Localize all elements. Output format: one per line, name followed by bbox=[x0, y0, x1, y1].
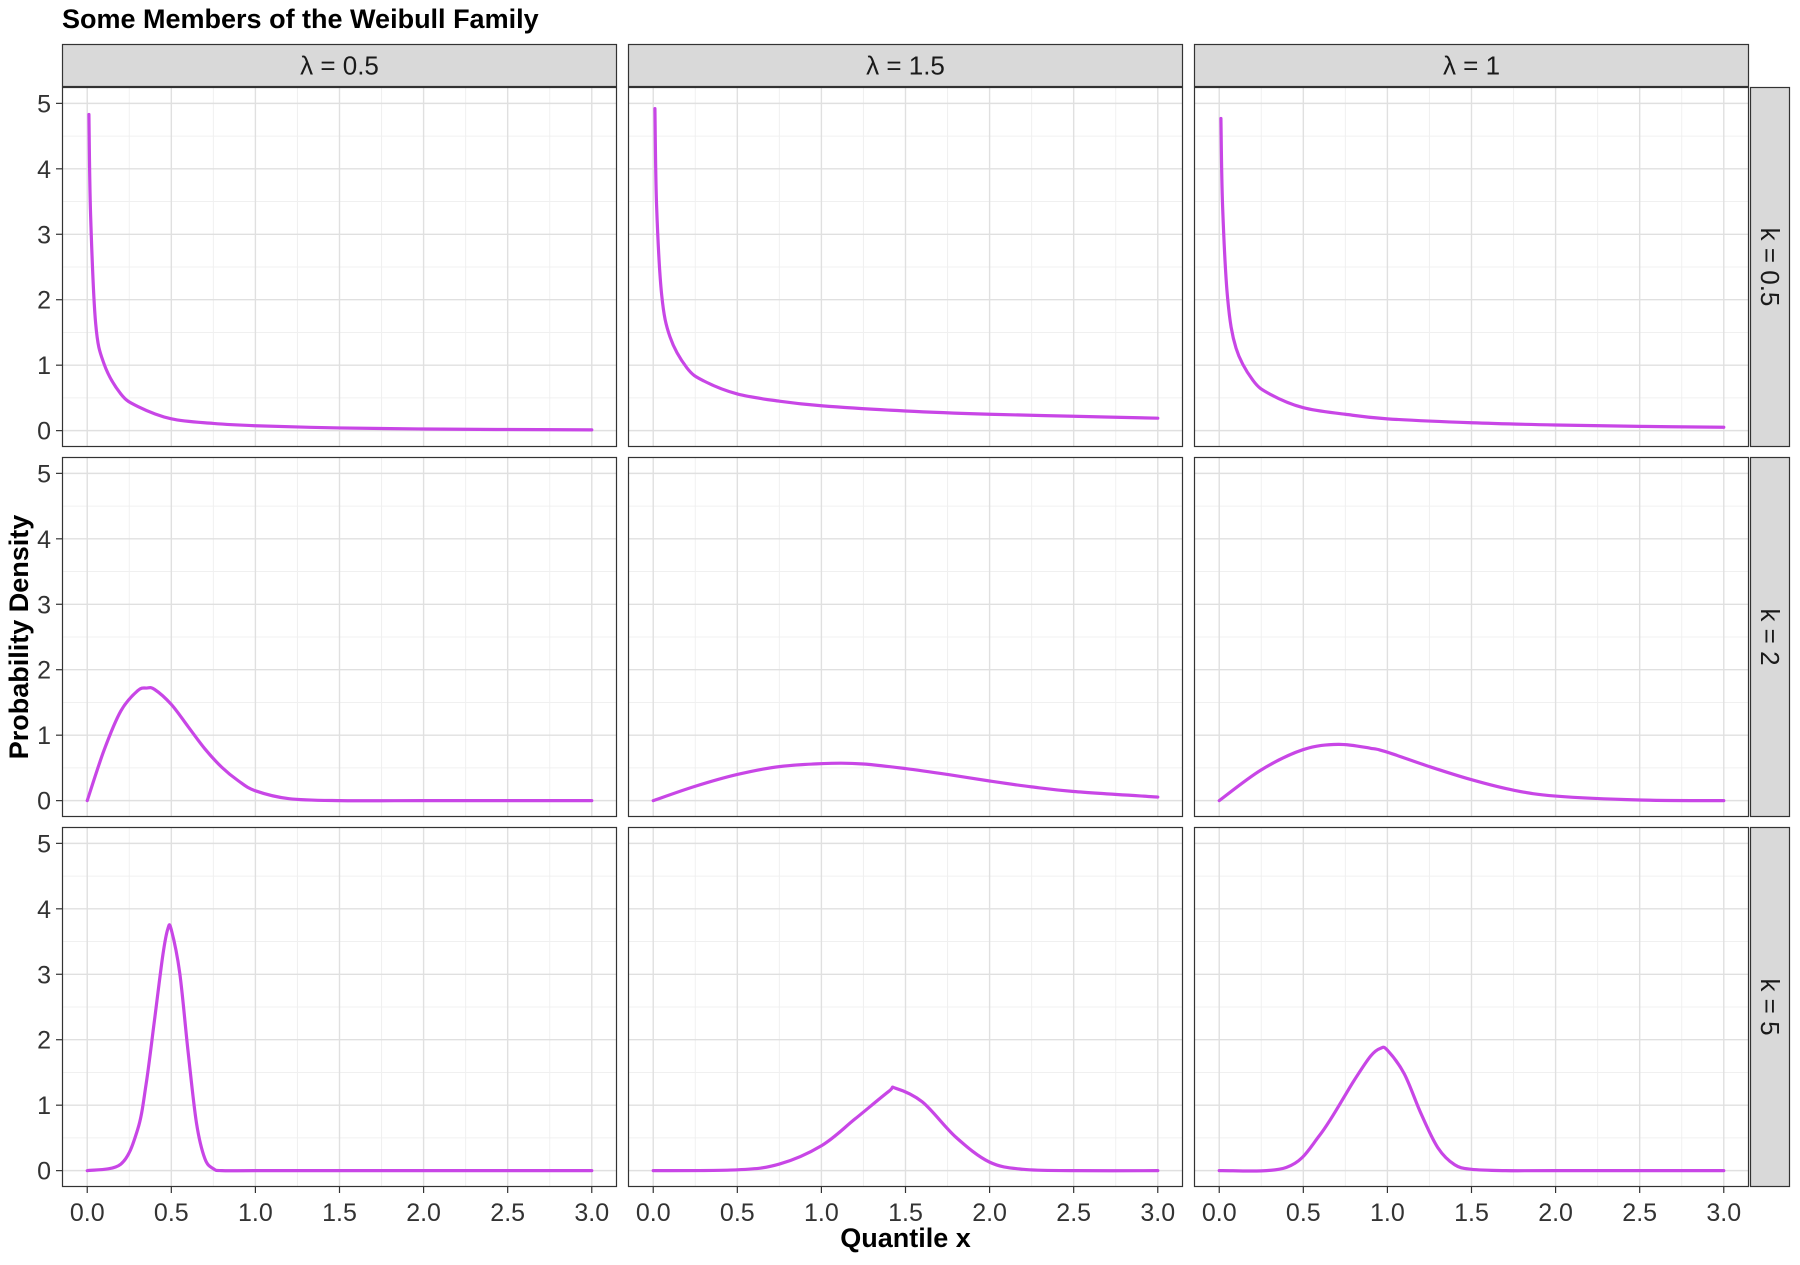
x-tick-label: 1.5 bbox=[888, 1199, 923, 1227]
y-tick-label: 0 bbox=[37, 788, 51, 816]
x-axis-title: Quantile x bbox=[840, 1223, 971, 1253]
x-tick-label: 2.0 bbox=[972, 1199, 1007, 1227]
x-tick-label: 0.5 bbox=[720, 1199, 755, 1227]
facet-strip-column bbox=[627, 43, 1184, 88]
x-tick-label: 2.5 bbox=[490, 1199, 525, 1227]
x-tick-label: 0.0 bbox=[1202, 1199, 1237, 1227]
x-tick-label: 1.0 bbox=[238, 1199, 273, 1227]
density-curve-2-2 bbox=[1217, 1045, 1726, 1173]
facet-label-column: λ = 0.5 bbox=[300, 51, 379, 81]
facet-label-row: k = 5 bbox=[1755, 978, 1785, 1035]
facet-strip-row bbox=[1749, 826, 1791, 1188]
panel-1-2 bbox=[1194, 457, 1749, 817]
x-tick-label: 2.5 bbox=[1056, 1199, 1091, 1227]
y-tick-label: 2 bbox=[37, 1027, 51, 1055]
density-curve-0-1 bbox=[653, 107, 1160, 420]
density-curve-0-0 bbox=[87, 112, 594, 432]
panel-0-2 bbox=[1194, 87, 1749, 447]
y-tick-label: 3 bbox=[37, 221, 51, 249]
panel-0-0 bbox=[62, 87, 617, 447]
y-tick-label: 5 bbox=[37, 460, 51, 488]
density-curve-2-0 bbox=[85, 923, 594, 1173]
y-tick-label: 5 bbox=[37, 830, 51, 858]
x-tick-label: 1.5 bbox=[322, 1199, 357, 1227]
x-tick-label: 2.5 bbox=[1622, 1199, 1657, 1227]
facet-label-column: λ = 1.5 bbox=[866, 51, 945, 81]
y-tick-label: 1 bbox=[37, 722, 51, 750]
x-tick-label: 1.0 bbox=[804, 1199, 839, 1227]
density-curve-1-2 bbox=[1217, 742, 1726, 803]
panel-border bbox=[61, 826, 618, 1188]
panel-border bbox=[627, 86, 1184, 448]
chart-title: Some Members of the Weibull Family bbox=[62, 4, 539, 34]
y-tick-label: 1 bbox=[37, 1092, 51, 1120]
density-curve-1-0 bbox=[85, 686, 594, 803]
facet-strip-row bbox=[1749, 86, 1791, 448]
facet-strip-column bbox=[1193, 43, 1750, 88]
x-tick-label: 0.5 bbox=[154, 1199, 189, 1227]
y-tick-label: 5 bbox=[37, 90, 51, 118]
x-tick-label: 0.0 bbox=[70, 1199, 105, 1227]
y-tick-label: 2 bbox=[37, 657, 51, 685]
y-tick-label: 1 bbox=[37, 352, 51, 380]
y-tick-label: 4 bbox=[37, 156, 51, 184]
x-tick-label: 3.0 bbox=[1140, 1199, 1175, 1227]
x-tick-label: 1.5 bbox=[1454, 1199, 1489, 1227]
x-tick-label: 0.5 bbox=[1286, 1199, 1321, 1227]
panel-0-1 bbox=[628, 87, 1183, 447]
facet-label-row: k = 0.5 bbox=[1755, 228, 1785, 307]
y-tick-label: 0 bbox=[37, 1158, 51, 1186]
x-tick-label: 0.0 bbox=[636, 1199, 671, 1227]
y-axis-title: Probability Density bbox=[4, 515, 34, 760]
y-tick-label: 2 bbox=[37, 287, 51, 315]
panel-border bbox=[1193, 826, 1750, 1188]
panel-border bbox=[627, 826, 1184, 1188]
facet-label-row: k = 2 bbox=[1755, 608, 1785, 665]
x-tick-label: 1.0 bbox=[1370, 1199, 1405, 1227]
facet-strip-row bbox=[1749, 456, 1791, 818]
facet-label-column: λ = 1 bbox=[1443, 51, 1500, 81]
panel-border bbox=[1193, 456, 1750, 818]
density-curve-2-1 bbox=[651, 1085, 1160, 1173]
panel-border bbox=[61, 456, 618, 818]
y-tick-label: 4 bbox=[37, 526, 51, 554]
x-tick-label: 3.0 bbox=[1706, 1199, 1741, 1227]
panel-1-1 bbox=[628, 457, 1183, 817]
y-tick-label: 3 bbox=[37, 591, 51, 619]
x-tick-label: 2.0 bbox=[406, 1199, 441, 1227]
panel-2-0 bbox=[62, 827, 617, 1187]
y-tick-label: 4 bbox=[37, 896, 51, 924]
density-curve-1-1 bbox=[651, 761, 1160, 803]
panel-2-1 bbox=[628, 827, 1183, 1187]
density-curve-0-2 bbox=[1219, 116, 1726, 429]
panel-border bbox=[627, 456, 1184, 818]
panel-border bbox=[61, 86, 618, 448]
x-tick-label: 2.0 bbox=[1538, 1199, 1573, 1227]
panel-2-2 bbox=[1194, 827, 1749, 1187]
facet-strip-column bbox=[61, 43, 618, 88]
y-tick-label: 3 bbox=[37, 961, 51, 989]
y-tick-label: 0 bbox=[37, 418, 51, 446]
x-tick-label: 3.0 bbox=[574, 1199, 609, 1227]
panel-border bbox=[1193, 86, 1750, 448]
panel-1-0 bbox=[62, 457, 617, 817]
